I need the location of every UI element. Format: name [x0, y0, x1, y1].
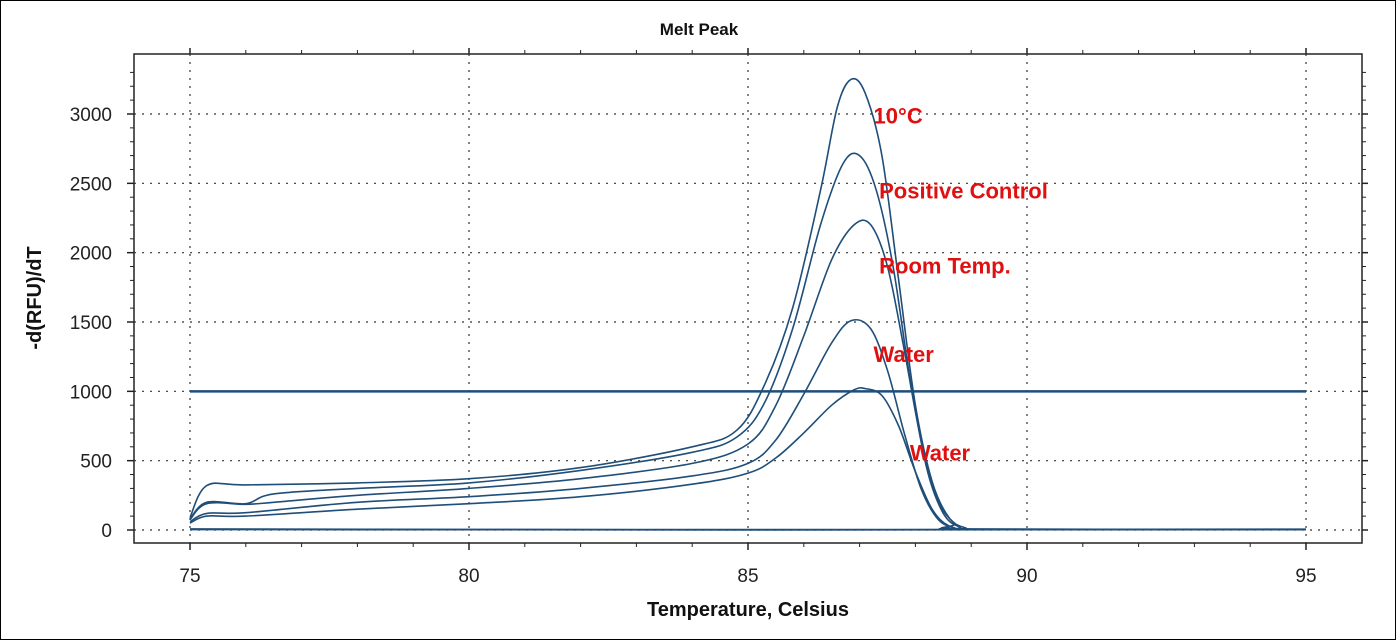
series-lines — [189, 77, 1307, 531]
y-tick-label: 2000 — [70, 244, 112, 265]
series-line-1 — [189, 77, 1307, 531]
x-tick-label: 95 — [1295, 566, 1316, 587]
y-tick-label: 2500 — [70, 174, 112, 195]
annotation-label: Water — [874, 342, 935, 367]
y-tick-label: 1000 — [70, 382, 112, 403]
x-axis-label: Temperature, Celsius — [647, 599, 849, 621]
annotation-label: 10°C — [874, 104, 923, 129]
series-line-2 — [189, 152, 1307, 531]
x-tick-label: 80 — [458, 566, 479, 587]
y-tick-label: 0 — [101, 521, 112, 542]
series-line-4 — [189, 318, 1307, 531]
axis-ticks — [127, 48, 1368, 550]
annotations: 10°C Positive Control Room Temp. Water Water — [874, 104, 1048, 466]
tick-labels: 75 80 85 90 95 0 500 1000 1500 2000 2500 3000 — [70, 105, 1317, 587]
y-tick-label: 3000 — [70, 105, 112, 126]
x-tick-label: 85 — [737, 566, 758, 587]
series-line-5 — [189, 387, 1307, 531]
annotation-label: Room Temp. — [879, 253, 1011, 278]
series-line-3 — [189, 219, 1307, 531]
x-tick-label: 90 — [1016, 566, 1037, 587]
y-tick-label: 500 — [80, 452, 112, 473]
annotation-label: Positive Control — [879, 179, 1048, 204]
y-axis-label: -d(RFU)/dT — [24, 246, 46, 349]
chart-title: Melt Peak — [660, 20, 739, 39]
annotation-label: Water — [910, 441, 971, 466]
x-tick-label: 75 — [179, 566, 200, 587]
grid-lines — [134, 54, 1362, 543]
y-tick-label: 1500 — [70, 313, 112, 334]
